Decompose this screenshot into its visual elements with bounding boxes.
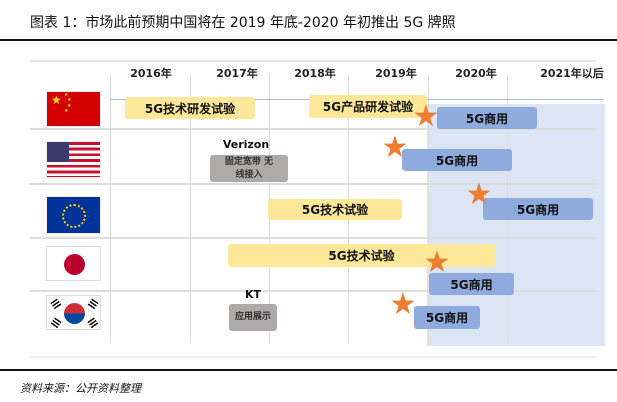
korea-commercial-bar: 5G商用	[414, 306, 480, 329]
usa-commercial-bar: 5G商用	[402, 149, 512, 171]
china-flag-icon: ★ ★ ★ ★ ★	[46, 91, 101, 127]
star-icon: ★	[389, 287, 417, 322]
star-icon: ★	[423, 245, 451, 280]
year-label: 2016年	[130, 67, 172, 80]
highlight-region	[427, 104, 605, 346]
footer-rule	[0, 369, 617, 371]
bottom-border	[30, 356, 596, 358]
row-divider	[30, 183, 596, 185]
title-rule	[0, 39, 617, 41]
grid-line	[428, 75, 429, 343]
korea-operator-label: KT	[244, 288, 262, 301]
source-note: 资料来源：公开资料整理	[20, 382, 141, 395]
star-icon: ★	[381, 130, 409, 165]
usa-operator-label: Verizon	[222, 138, 270, 151]
japan-commercial-bar: 5G商用	[429, 273, 514, 295]
japan-flag-icon	[46, 246, 101, 281]
year-label: 2017年	[216, 67, 258, 80]
year-label: 2019年	[375, 67, 417, 80]
grid-line	[110, 75, 111, 343]
eu-tech-trial-bar: 5G技术试验	[268, 199, 402, 220]
china-product-rd-trial-bar: 5G产品研发试验	[309, 95, 427, 118]
row-divider	[30, 290, 596, 292]
row-divider	[30, 237, 596, 239]
china-commercial-bar: 5G商用	[437, 107, 537, 129]
eu-flag-icon	[46, 196, 101, 234]
row-divider	[30, 128, 596, 130]
grid-line	[190, 75, 191, 343]
star-icon: ★	[465, 177, 493, 212]
korea-event-box: 应用展示	[229, 304, 277, 331]
top-border	[30, 60, 596, 62]
figure-title: 图表 1：市场此前预期中国将在 2019 年底-2020 年初推出 5G 牌照	[30, 15, 456, 31]
year-label: 2018年	[294, 67, 336, 80]
china-tech-rd-trial-bar: 5G技术研发试验	[125, 97, 255, 119]
eu-commercial-bar: 5G商用	[483, 198, 593, 220]
year-label: 2021年以后	[540, 67, 604, 80]
usa-flag-icon	[46, 141, 101, 178]
usa-event-box: 固定宽带 无线接入	[210, 155, 288, 182]
japan-tech-trial-bar: 5G技术试验	[228, 244, 495, 267]
korea-flag-icon	[46, 295, 101, 330]
star-icon: ★	[412, 99, 440, 134]
year-label: 2020年	[455, 67, 497, 80]
